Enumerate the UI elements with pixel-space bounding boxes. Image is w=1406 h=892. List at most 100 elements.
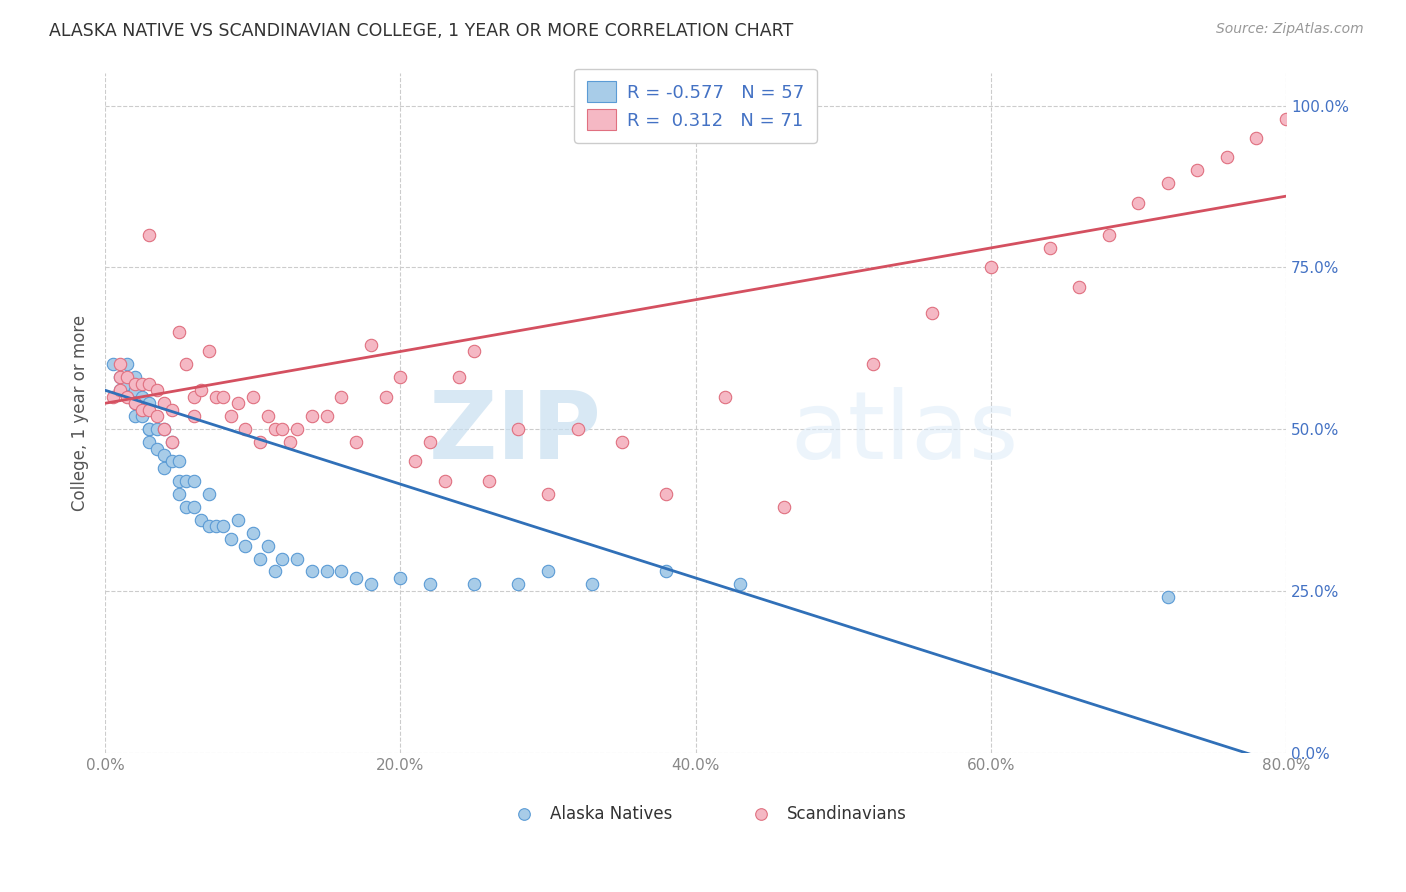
Point — [249, 435, 271, 450]
Point — [167, 325, 190, 339]
Point — [138, 435, 160, 450]
Point — [108, 384, 131, 398]
Point — [301, 409, 323, 424]
Point — [138, 422, 160, 436]
Point — [117, 370, 139, 384]
Point — [197, 344, 219, 359]
Point — [1275, 112, 1298, 126]
Point — [146, 409, 169, 424]
Point — [389, 571, 412, 585]
Point — [153, 448, 176, 462]
Point — [980, 260, 1002, 275]
Point — [285, 551, 308, 566]
Legend: R = -0.577   N = 57, R =  0.312   N = 71: R = -0.577 N = 57, R = 0.312 N = 71 — [575, 69, 817, 143]
Point — [1187, 163, 1209, 178]
Point — [176, 500, 198, 514]
Point — [1157, 591, 1180, 605]
Point — [183, 474, 205, 488]
Point — [235, 539, 257, 553]
Point — [508, 422, 530, 436]
Point — [1246, 131, 1268, 145]
Point — [360, 338, 382, 352]
Point — [160, 402, 183, 417]
Point — [1305, 98, 1327, 112]
Point — [271, 422, 294, 436]
Point — [146, 384, 169, 398]
Point — [124, 370, 146, 384]
Point — [160, 454, 183, 468]
Point — [160, 435, 183, 450]
Point — [176, 358, 198, 372]
Point — [153, 461, 176, 475]
Point — [581, 577, 603, 591]
Point — [912, 804, 935, 818]
Text: ZIP: ZIP — [429, 387, 602, 479]
Point — [167, 474, 190, 488]
Point — [278, 435, 301, 450]
Point — [508, 577, 530, 591]
Point — [124, 396, 146, 410]
Point — [183, 500, 205, 514]
Point — [404, 454, 426, 468]
Point — [138, 396, 160, 410]
Point — [1069, 279, 1091, 293]
Point — [138, 422, 160, 436]
Point — [773, 500, 796, 514]
Point — [1098, 227, 1121, 242]
Point — [256, 539, 278, 553]
Point — [1334, 98, 1357, 112]
Point — [131, 402, 153, 417]
Point — [1157, 176, 1180, 190]
Point — [153, 422, 176, 436]
Point — [108, 370, 131, 384]
Point — [315, 409, 337, 424]
Point — [190, 384, 212, 398]
Point — [183, 409, 205, 424]
Point — [167, 487, 190, 501]
Point — [131, 409, 153, 424]
Point — [242, 390, 264, 404]
Point — [183, 390, 205, 404]
Point — [617, 804, 640, 818]
Point — [190, 513, 212, 527]
Point — [124, 376, 146, 391]
Point — [101, 390, 124, 404]
Point — [101, 358, 124, 372]
Point — [117, 376, 139, 391]
Point — [131, 390, 153, 404]
Point — [301, 565, 323, 579]
Point — [176, 474, 198, 488]
Point — [264, 422, 287, 436]
Point — [108, 370, 131, 384]
Point — [124, 396, 146, 410]
Point — [1216, 150, 1239, 164]
Point — [271, 551, 294, 566]
Point — [205, 519, 228, 533]
Point — [567, 422, 589, 436]
Point — [315, 565, 337, 579]
Point — [226, 396, 249, 410]
Point — [153, 396, 176, 410]
Point — [463, 577, 485, 591]
Point — [285, 422, 308, 436]
Point — [256, 409, 278, 424]
Point — [197, 519, 219, 533]
Point — [344, 571, 367, 585]
Text: Scandinavians: Scandinavians — [786, 805, 907, 822]
Point — [449, 370, 471, 384]
Point — [537, 487, 560, 501]
Point — [537, 565, 560, 579]
Text: atlas: atlas — [790, 387, 1018, 479]
Point — [714, 390, 737, 404]
Point — [117, 358, 139, 372]
Point — [219, 532, 242, 546]
Point — [124, 409, 146, 424]
Point — [463, 344, 485, 359]
Point — [478, 474, 501, 488]
Point — [389, 370, 412, 384]
Point — [108, 358, 131, 372]
Point — [264, 565, 287, 579]
Point — [419, 435, 441, 450]
Point — [728, 577, 751, 591]
Point — [153, 422, 176, 436]
